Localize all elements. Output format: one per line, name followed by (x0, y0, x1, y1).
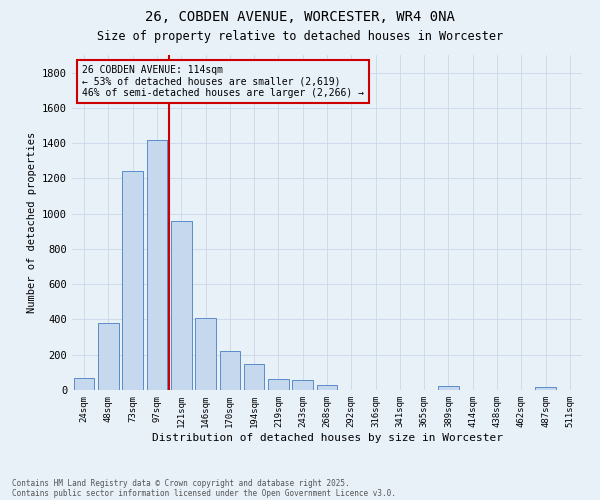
Bar (122, 172, 143, 390)
Text: 26, COBDEN AVENUE, WORCESTER, WR4 0NA: 26, COBDEN AVENUE, WORCESTER, WR4 0NA (145, 10, 455, 24)
Bar (535, 388, 556, 390)
Text: Contains HM Land Registry data © Crown copyright and database right 2025.: Contains HM Land Registry data © Crown c… (12, 478, 350, 488)
Text: Size of property relative to detached houses in Worcester: Size of property relative to detached ho… (97, 30, 503, 43)
Text: 26 COBDEN AVENUE: 114sqm
← 53% of detached houses are smaller (2,619)
46% of sem: 26 COBDEN AVENUE: 114sqm ← 53% of detach… (82, 65, 364, 98)
X-axis label: Distribution of detached houses by size in Worcester: Distribution of detached houses by size … (151, 432, 503, 442)
Bar (438, 386, 459, 390)
Bar (220, 351, 240, 390)
Bar (268, 378, 289, 390)
Bar (292, 380, 313, 390)
Bar (146, 140, 167, 390)
Bar (317, 384, 337, 390)
Text: Contains public sector information licensed under the Open Government Licence v3: Contains public sector information licen… (12, 488, 396, 498)
Bar (98, 323, 119, 390)
Bar (195, 318, 216, 390)
Y-axis label: Number of detached properties: Number of detached properties (26, 132, 37, 313)
Bar (171, 220, 191, 390)
Bar (244, 364, 265, 390)
Bar (74, 378, 94, 390)
